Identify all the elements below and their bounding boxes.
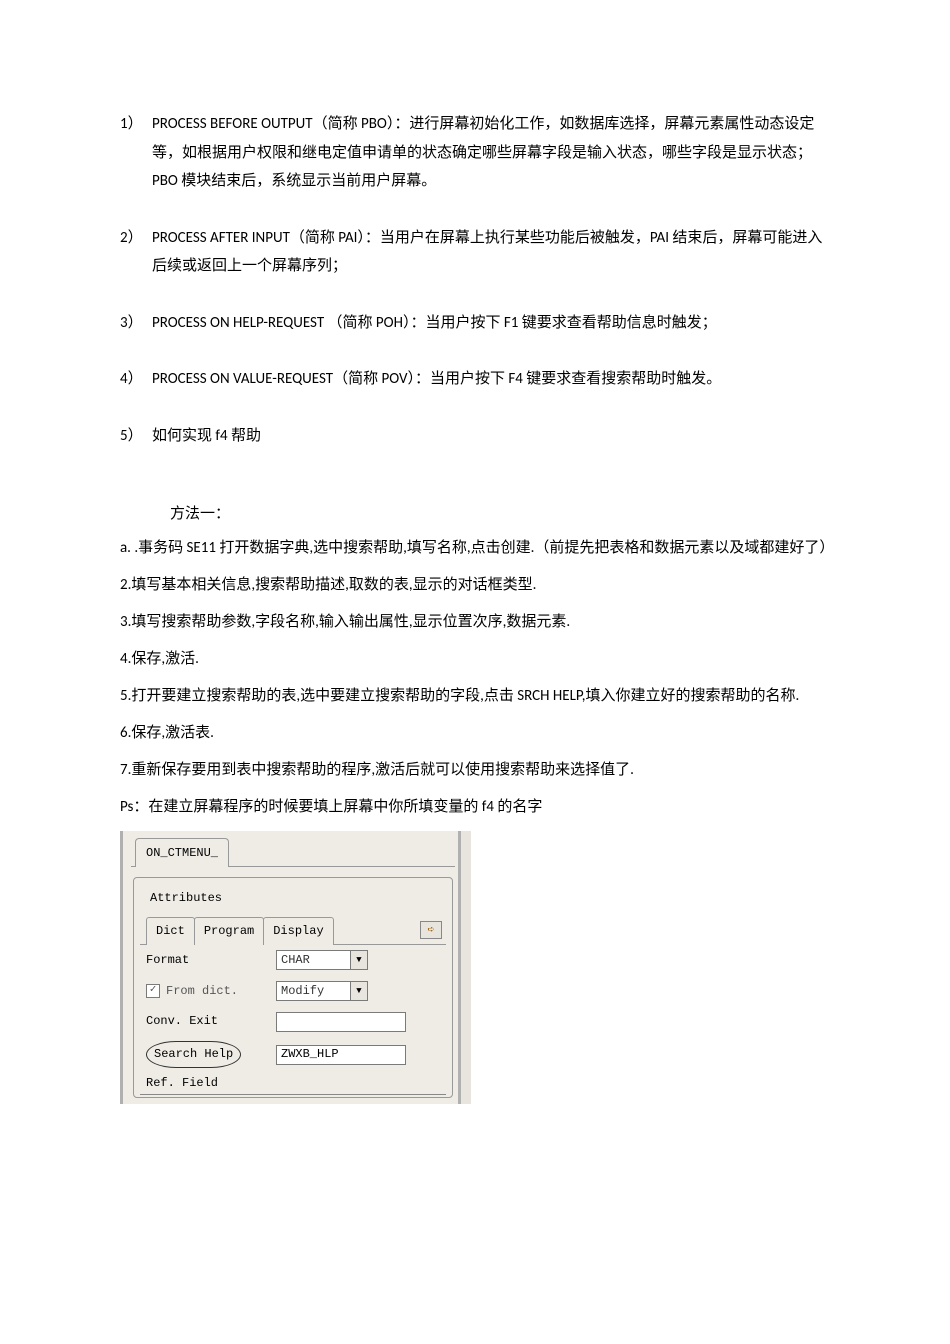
item-text: PROCESS ON VALUE-REQUEST（简称 POV）：当用户按下 F… bbox=[152, 365, 830, 394]
from-dict-checkbox[interactable]: ✓ bbox=[146, 984, 160, 998]
search-help-circle: Search Help bbox=[146, 1041, 241, 1068]
form-row-format: Format CHAR ▼ bbox=[140, 945, 446, 976]
conv-exit-label: Conv. Exit bbox=[146, 1010, 276, 1033]
item-number: 5） bbox=[120, 422, 152, 451]
inner-tab-row: Dict Program Display ➪ bbox=[140, 914, 446, 945]
list-item: 2） PROCESS AFTER INPUT（简称 PAI）：当用户在屏幕上执行… bbox=[120, 224, 830, 281]
item-number: 3） bbox=[120, 309, 152, 338]
tab-display[interactable]: Display bbox=[263, 917, 333, 945]
search-help-label: Search Help bbox=[146, 1041, 276, 1068]
item-text: PROCESS AFTER INPUT（简称 PAI）：当用户在屏幕上执行某些功… bbox=[152, 224, 830, 281]
scroll-right-button[interactable]: ➪ bbox=[420, 921, 442, 939]
step-text: 6.保存,激活表. bbox=[120, 720, 830, 747]
form-row-from-dict: ✓ From dict. Modify ▼ bbox=[140, 976, 446, 1007]
list-item: 4） PROCESS ON VALUE-REQUEST（简称 POV）：当用户按… bbox=[120, 365, 830, 394]
step-text: 2.填写基本相关信息,搜索帮助描述,取数的表,显示的对话框类型. bbox=[120, 572, 830, 599]
list-item: 5） 如何实现 f4 帮助 bbox=[120, 422, 830, 451]
panel-inner: ON_CTMENU_ Attributes Dict Program Displ… bbox=[123, 831, 463, 1105]
document-page: 1） PROCESS BEFORE OUTPUT（简称 PBO）：进行屏幕初始化… bbox=[0, 0, 950, 1144]
format-value: CHAR bbox=[277, 949, 350, 972]
tab-program[interactable]: Program bbox=[194, 917, 264, 945]
chevron-down-icon: ▼ bbox=[350, 951, 367, 969]
step-text: Ps：在建立屏幕程序的时候要填上屏幕中你所填变量的 f4 的名字 bbox=[120, 794, 830, 821]
item-number: 4） bbox=[120, 365, 152, 394]
ref-field-label: Ref. Field bbox=[146, 1072, 276, 1094]
top-tab-row: ON_CTMENU_ bbox=[131, 837, 455, 868]
sap-screenshot-panel: ON_CTMENU_ Attributes Dict Program Displ… bbox=[120, 831, 463, 1105]
item-number: 1） bbox=[120, 110, 152, 196]
tab-dict[interactable]: Dict bbox=[146, 917, 195, 945]
from-dict-label: ✓ From dict. bbox=[146, 980, 276, 1003]
list-item: 1） PROCESS BEFORE OUTPUT（简称 PBO）：进行屏幕初始化… bbox=[120, 110, 830, 196]
item-text: PROCESS ON HELP-REQUEST （简称 POH）：当用户按下 F… bbox=[152, 309, 830, 338]
format-select[interactable]: CHAR ▼ bbox=[276, 950, 368, 970]
item-number: 2） bbox=[120, 224, 152, 281]
attributes-fieldset: Attributes Dict Program Display ➪ Format… bbox=[133, 877, 453, 1098]
method-heading: 方法一： bbox=[170, 500, 830, 529]
form-row-search-help: Search Help ZWXB_HLP bbox=[140, 1037, 446, 1072]
fieldset-legend: Attributes bbox=[146, 887, 226, 910]
item-text: 如何实现 f4 帮助 bbox=[152, 422, 830, 451]
step-text: a. .事务码 SE11 打开数据字典,选中搜索帮助,填写名称,点击创建.（前提… bbox=[120, 535, 830, 562]
conv-exit-input[interactable] bbox=[276, 1012, 406, 1032]
panel-right-border bbox=[458, 831, 471, 1105]
form-row-ref-field: Ref. Field bbox=[140, 1072, 446, 1095]
modify-value: Modify bbox=[277, 980, 350, 1003]
item-text: PROCESS BEFORE OUTPUT（简称 PBO）：进行屏幕初始化工作，… bbox=[152, 110, 830, 196]
search-help-input[interactable]: ZWXB_HLP bbox=[276, 1045, 406, 1065]
arrow-right-icon: ➪ bbox=[427, 919, 434, 942]
format-label: Format bbox=[146, 949, 276, 972]
modify-select[interactable]: Modify ▼ bbox=[276, 981, 368, 1001]
top-tab[interactable]: ON_CTMENU_ bbox=[135, 838, 229, 868]
step-text: 4.保存,激活. bbox=[120, 646, 830, 673]
step-text: 7.重新保存要用到表中搜索帮助的程序,激活后就可以使用搜索帮助来选择值了. bbox=[120, 757, 830, 784]
from-dict-text: From dict. bbox=[166, 984, 238, 998]
chevron-down-icon: ▼ bbox=[350, 982, 367, 1000]
form-row-conv-exit: Conv. Exit bbox=[140, 1006, 446, 1037]
list-item: 3） PROCESS ON HELP-REQUEST （简称 POH）：当用户按… bbox=[120, 309, 830, 338]
step-text: 5.打开要建立搜索帮助的表,选中要建立搜索帮助的字段,点击 SRCH HELP,… bbox=[120, 683, 830, 710]
step-text: 3.填写搜索帮助参数,字段名称,输入输出属性,显示位置次序,数据元素. bbox=[120, 609, 830, 636]
